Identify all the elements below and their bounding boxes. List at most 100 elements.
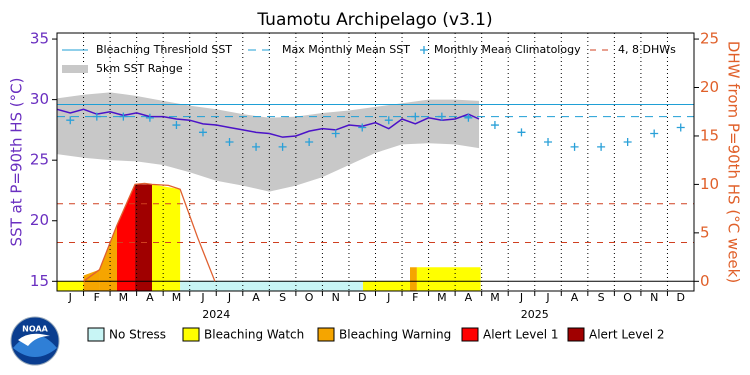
stress-label: No Stress <box>109 328 166 342</box>
climatology-marker <box>411 112 420 121</box>
legend-label: 4, 8 DHWs <box>618 43 676 56</box>
climatology-marker <box>384 116 393 125</box>
y2-axis-title: DHW from P=90th HS (°C week) <box>725 41 743 283</box>
climatology-marker <box>437 112 446 121</box>
legend-item: 4, 8 DHWs <box>590 43 676 56</box>
x-tick-label: S <box>279 291 286 304</box>
plot-frame <box>56 32 695 292</box>
legend-item: Monthly Mean Climatology <box>420 43 581 56</box>
x-tick-label: D <box>358 291 366 304</box>
x-tick-label: F <box>94 291 100 304</box>
stress-legend-item: Alert Level 2 <box>567 327 665 342</box>
x-tick-label: J <box>68 291 72 304</box>
y-axis-title: SST at P=90th HS (°C) <box>8 78 26 247</box>
legend-label: 5km SST Range <box>96 62 183 75</box>
y2-tick-label: 15 <box>700 126 719 144</box>
stress-area <box>363 281 411 291</box>
stress-legend-item: Bleaching Watch <box>182 327 304 342</box>
climatology-marker <box>305 138 314 147</box>
y2-tick-label: 25 <box>700 30 719 48</box>
logo-bird <box>18 333 50 346</box>
y-tick-label: 30 <box>30 90 49 108</box>
legend-item: Bleaching Threshold SST <box>62 43 232 56</box>
y2-tick-label: 10 <box>700 175 719 193</box>
legend-item: Max Monthly Mean SST <box>248 43 410 56</box>
x-tick-label: D <box>676 291 684 304</box>
climatology-marker <box>517 128 526 137</box>
x-tick-label: J <box>227 291 231 304</box>
y-tick-label: 20 <box>30 211 49 229</box>
climatology-marker <box>225 138 234 147</box>
climatology-marker <box>198 128 207 137</box>
x-tick-label: J <box>545 291 549 304</box>
stress-legend-item: No Stress <box>87 327 166 342</box>
dhw-line <box>83 182 216 282</box>
x-tick-label: N <box>332 291 340 304</box>
y2-tick-label: 0 <box>700 272 710 290</box>
climatology-marker <box>676 123 685 132</box>
x-tick-label: F <box>412 291 418 304</box>
x-tick-label: N <box>650 291 658 304</box>
stress-label: Bleaching Warning <box>339 328 451 342</box>
climatology-marker <box>490 121 499 130</box>
stress-legend-item: Bleaching Warning <box>317 327 451 342</box>
stress-area <box>83 269 100 291</box>
y-tick-label: 35 <box>30 30 49 48</box>
stress-swatch <box>182 327 200 342</box>
sst-line <box>56 108 480 138</box>
climatology-marker <box>597 142 606 151</box>
legend-swatch <box>62 65 88 73</box>
climatology-marker <box>464 113 473 122</box>
y2-tick-label: 20 <box>700 78 719 96</box>
legend-item: 5km SST Range <box>62 62 183 75</box>
x-tick-label: M <box>119 291 129 304</box>
x-tick-label: O <box>623 291 632 304</box>
x-tick-label: A <box>465 291 473 304</box>
climatology-marker <box>331 129 340 138</box>
climatology-marker <box>119 112 128 121</box>
climatology-marker <box>252 142 261 151</box>
stress-area <box>152 184 181 291</box>
climatology-marker <box>66 116 75 125</box>
climatology-marker <box>623 138 632 147</box>
x-tick-label: S <box>598 291 605 304</box>
climatology-marker <box>570 142 579 151</box>
noaa-logo: NOAA <box>10 316 60 366</box>
stress-area <box>99 225 117 291</box>
stress-area <box>416 267 481 291</box>
chart-title: Tuamotu Archipelago (v3.1) <box>256 10 492 30</box>
stress-label: Alert Level 1 <box>483 328 559 342</box>
logo-text: NOAA <box>22 325 48 334</box>
legend-label: Monthly Mean Climatology <box>434 43 581 56</box>
stress-swatch <box>87 327 105 342</box>
x-tick-label: A <box>252 291 260 304</box>
sst-range-band <box>57 92 480 192</box>
y-tick-label: 25 <box>30 151 49 169</box>
y2-tick-label: 5 <box>700 223 710 241</box>
stress-area <box>57 281 84 291</box>
stress-legend-item: Alert Level 1 <box>461 327 559 342</box>
year-label: 2025 <box>521 308 549 321</box>
legend-label: Max Monthly Mean SST <box>282 43 410 56</box>
stress-area <box>180 281 364 291</box>
stress-area <box>410 267 417 291</box>
climatology-marker <box>650 129 659 138</box>
stress-swatch <box>317 327 335 342</box>
x-tick-label: A <box>571 291 579 304</box>
year-label: 2024 <box>202 308 230 321</box>
climatology-marker <box>92 112 101 121</box>
stress-label: Bleaching Watch <box>204 328 304 342</box>
climatology-marker <box>544 138 553 147</box>
climatology-marker <box>358 123 367 132</box>
y-tick-label: 15 <box>30 272 49 290</box>
climatology-marker <box>145 113 154 122</box>
climatology-marker <box>172 121 181 130</box>
stress-area <box>116 184 136 291</box>
climatology-marker <box>278 142 287 151</box>
stress-label: Alert Level 2 <box>589 328 665 342</box>
x-tick-label: A <box>146 291 154 304</box>
x-tick-label: J <box>200 291 204 304</box>
x-tick-label: M <box>437 291 447 304</box>
